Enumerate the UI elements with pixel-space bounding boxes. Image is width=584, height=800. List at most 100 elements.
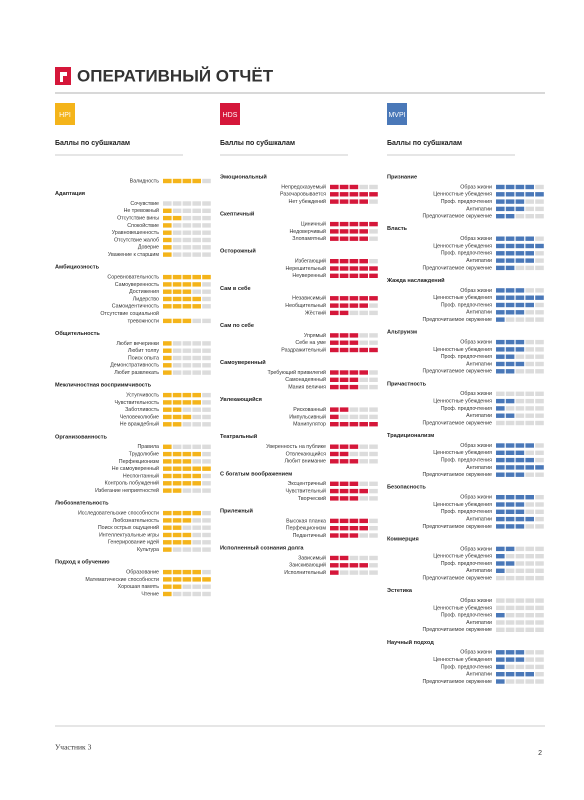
bar-segment: [525, 554, 534, 559]
bar-segment: [535, 398, 544, 404]
score-bar: [330, 414, 378, 420]
bar-segment: [182, 518, 192, 523]
bar-segment: [339, 229, 349, 234]
subscale-label: Хорошая память: [118, 584, 160, 590]
bar-segment: [330, 340, 339, 345]
score-bar: [163, 237, 211, 243]
bar-segment: [339, 496, 349, 501]
bar-segment: [496, 664, 505, 670]
bar-segment: [172, 414, 182, 420]
subscale-label: Предпочитаемое окружение: [422, 679, 492, 685]
bar-segment: [182, 178, 192, 184]
bar-segment: [339, 444, 349, 449]
subscale-label: Трудолюбие: [129, 452, 159, 458]
bar-segment: [369, 414, 378, 420]
bar-segment: [330, 266, 339, 271]
bar-segment: [182, 466, 192, 471]
group-heading: Причастность: [387, 381, 427, 387]
bar-segment: [359, 221, 368, 227]
subscale-label: Раздражительный: [281, 346, 326, 353]
bar-segment: [525, 613, 534, 618]
bar-segment: [505, 465, 515, 470]
bar-segment: [172, 400, 182, 405]
bar-segment: [515, 258, 525, 263]
score-bar: [163, 577, 211, 582]
bar-segment: [515, 679, 525, 684]
bar-segment: [515, 524, 525, 529]
bar-segment: [525, 546, 534, 552]
bar-segment: [525, 361, 534, 367]
bar-segment: [535, 627, 544, 632]
bar-segment: [359, 518, 368, 524]
subscale-label: Образ жизни: [460, 391, 492, 397]
subscale-label: тревожности: [128, 318, 159, 324]
subscale-label: Перфекционизм: [286, 526, 327, 532]
bar-segment: [202, 584, 211, 589]
bar-segment: [505, 664, 515, 670]
bar-segment: [349, 377, 359, 382]
bar-segment: [163, 282, 172, 287]
bar-segment: [496, 495, 505, 500]
bar-segment: [202, 444, 211, 449]
bar-segment: [349, 414, 359, 420]
bar-segment: [349, 488, 359, 494]
bar-segment: [182, 341, 192, 346]
bar-segment: [496, 236, 505, 241]
bar-segment: [349, 333, 359, 338]
bar-segment: [525, 391, 534, 396]
subscale-label: Любит толпу: [128, 348, 159, 354]
subscale-label: Проф. предпочтения: [441, 406, 492, 412]
score-bar: [496, 192, 544, 197]
subscale-label: Высокая планка: [286, 518, 326, 524]
bar-segment: [515, 184, 525, 190]
bar-segment: [339, 310, 349, 316]
bar-segment: [359, 384, 368, 390]
bar-segment: [525, 295, 534, 300]
score-bar: [163, 296, 211, 302]
bar-segment: [496, 192, 505, 197]
bar-segment: [369, 384, 378, 390]
subscale-label: Проф. предпочтения: [441, 199, 492, 205]
bar-segment: [330, 310, 339, 316]
bar-segment: [369, 192, 378, 197]
bar-segment: [339, 407, 349, 412]
subscale-label: Любит развлекать: [114, 370, 159, 376]
bar-segment: [192, 510, 201, 516]
bar-segment: [202, 341, 211, 346]
group-heading: Исполненный сознания долга: [220, 544, 304, 551]
score-bar: [163, 392, 211, 398]
bar-segment: [192, 569, 201, 575]
group-heading: Эмоциональный: [220, 173, 267, 180]
subscale-label: Проф. предпочтения: [441, 509, 492, 515]
bar-segment: [525, 354, 534, 359]
score-bar: [496, 302, 544, 308]
subscale-label: Антипатии: [466, 672, 492, 678]
subscale-label: Математические способности: [85, 577, 159, 583]
bar-segment: [369, 481, 378, 486]
bar-segment: [172, 518, 182, 523]
bar-segment: [359, 555, 368, 561]
bar-segment: [515, 302, 525, 308]
bar-segment: [202, 414, 211, 420]
score-bar: [496, 672, 544, 677]
subscale-label: Предпочитаемое окружение: [422, 420, 492, 426]
bar-segment: [525, 575, 534, 581]
score-bar: [163, 451, 211, 457]
bar-segment: [349, 236, 359, 241]
bar-segment: [202, 201, 211, 206]
bar-segment: [202, 296, 211, 302]
bar-segment: [496, 554, 505, 559]
bar-segment: [515, 620, 525, 625]
bar-segment: [349, 384, 359, 390]
bar-segment: [515, 627, 525, 632]
bar-segment: [525, 509, 534, 514]
bar-segment: [330, 526, 339, 531]
subscale-label: Заботливость: [125, 407, 159, 413]
bar-segment: [172, 488, 182, 493]
bar-segment: [192, 584, 201, 589]
subscale-label: Образ жизни: [460, 495, 492, 501]
subscale-label: Человеколюбие: [120, 414, 159, 420]
subscale-label: Разочаровывается: [280, 192, 326, 198]
bar-segment: [359, 229, 368, 234]
bar-segment: [496, 288, 505, 293]
